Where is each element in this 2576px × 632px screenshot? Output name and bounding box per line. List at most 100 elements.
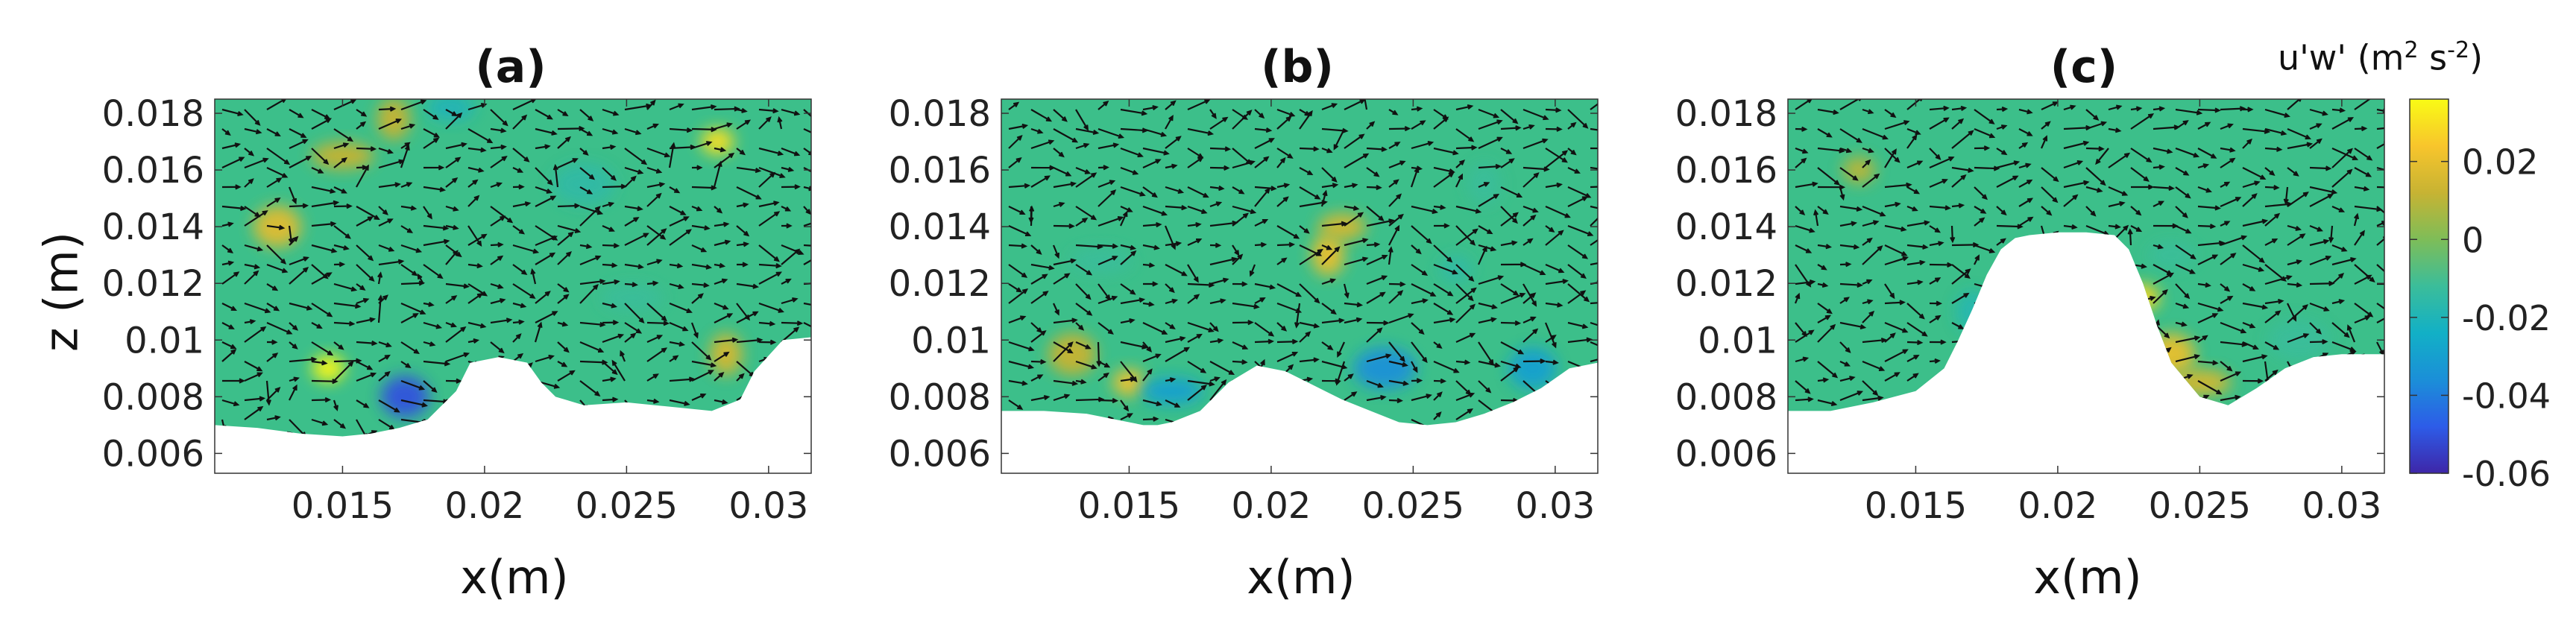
vector-head (251, 464, 255, 469)
vector-head (769, 458, 773, 462)
velocity-vector (2109, 381, 2114, 392)
vector-head (2305, 458, 2310, 461)
vector-head (787, 385, 791, 388)
velocity-vector (468, 432, 488, 439)
vector-head (2185, 435, 2189, 439)
vector-head (1069, 426, 1074, 430)
vector-head (1552, 433, 1556, 437)
velocity-vector (558, 128, 583, 129)
velocity-vector (1997, 452, 2009, 458)
vector-head (2375, 430, 2379, 434)
field-background (1788, 99, 2384, 473)
vector-head (2389, 216, 2393, 220)
vector-head (821, 252, 825, 256)
vector-head (585, 433, 588, 437)
vector-head (1823, 420, 1827, 423)
vector-head (2135, 285, 2139, 289)
velocity-vector (2064, 400, 2086, 414)
vector-head (1200, 420, 1205, 424)
vector-head (1968, 451, 1973, 455)
vector-head (825, 280, 830, 284)
vector-head (2394, 125, 2399, 129)
velocity-vector (2086, 361, 2108, 373)
velocity-vector (580, 433, 588, 458)
vector-head (2054, 272, 2059, 276)
velocity-vector (245, 458, 255, 469)
velocity-vector (2017, 400, 2019, 417)
y-tick-label: 0.018 (102, 93, 204, 135)
velocity-vector (1389, 455, 1411, 458)
vector-head (2189, 401, 2194, 405)
vector-head (1352, 421, 1356, 425)
velocity-vector (2109, 359, 2120, 361)
vector-head (524, 437, 529, 440)
velocity-vector (2355, 400, 2377, 411)
vector-head (2127, 394, 2132, 398)
colorbar-tick-label: -0.04 (2462, 376, 2551, 416)
velocity-vector (558, 439, 581, 440)
velocity-vector (1974, 361, 1990, 374)
velocity-vector (2086, 302, 2109, 303)
vector-head (2134, 432, 2138, 436)
vector-head (511, 458, 516, 462)
velocity-vector (2131, 432, 2138, 439)
velocity-vector (2019, 361, 2032, 364)
vector-head (443, 427, 447, 432)
velocity-vector (1546, 433, 1556, 439)
velocity-vector (1344, 430, 1363, 439)
vector-head (2141, 446, 2145, 450)
vector-head (1991, 434, 1996, 437)
y-tick-label: 0.006 (1675, 433, 1777, 475)
vector-head (1059, 444, 1063, 449)
velocity-vector (2109, 455, 2117, 458)
velocity-vector (2243, 430, 2255, 439)
velocity-vector (625, 458, 647, 464)
velocity-vector (423, 439, 443, 449)
panel-c-x-axis-label: x(m) (1991, 550, 2185, 604)
velocity-vector (1478, 417, 1496, 420)
x-tick-label: 0.015 (292, 485, 394, 527)
vector-head (1602, 129, 1607, 133)
vector-head (350, 439, 354, 443)
x-tick-label: 0.02 (2018, 485, 2097, 527)
velocity-vector (1997, 367, 2015, 381)
vector-head (2027, 361, 2032, 365)
velocity-vector (2153, 400, 2167, 409)
velocity-vector (2086, 458, 2105, 467)
velocity-vector (2086, 308, 2102, 323)
vector-head (2094, 238, 2099, 241)
velocity-vector (1434, 458, 1455, 464)
panel-b-x-axis-label: x(m) (1204, 550, 1398, 604)
velocity-vector (2064, 354, 2073, 361)
vector-head (317, 449, 321, 453)
velocity-vector (2041, 291, 2047, 303)
velocity-vector (1568, 449, 1590, 458)
velocity-vector (2019, 380, 2033, 381)
vector-head (1944, 402, 1949, 406)
velocity-vector (2041, 232, 2058, 245)
vector-head (2073, 449, 2078, 452)
vector-head (300, 455, 304, 459)
velocity-vector (670, 439, 687, 446)
vector-head (1610, 300, 1615, 303)
velocity-vector (312, 439, 327, 444)
velocity-vector (2086, 238, 2099, 245)
velocity-vector (491, 458, 516, 461)
velocity-vector (558, 420, 579, 429)
velocity-vector (2109, 265, 2123, 276)
velocity-vector (2310, 420, 2320, 422)
velocity-vector (714, 434, 734, 439)
velocity-vector (2287, 458, 2309, 460)
vector-head (1086, 442, 1091, 446)
velocity-vector (1188, 451, 1198, 458)
vector-head (504, 379, 508, 382)
vector-head (1307, 431, 1311, 434)
vector-head (230, 463, 234, 467)
velocity-vector (1974, 420, 1991, 422)
panel-a-title: (a) (436, 41, 585, 93)
vector-head (2026, 306, 2030, 310)
velocity-vector (781, 361, 796, 362)
velocity-vector (1907, 458, 1923, 473)
velocity-vector (401, 439, 422, 452)
vector-head (287, 432, 292, 436)
